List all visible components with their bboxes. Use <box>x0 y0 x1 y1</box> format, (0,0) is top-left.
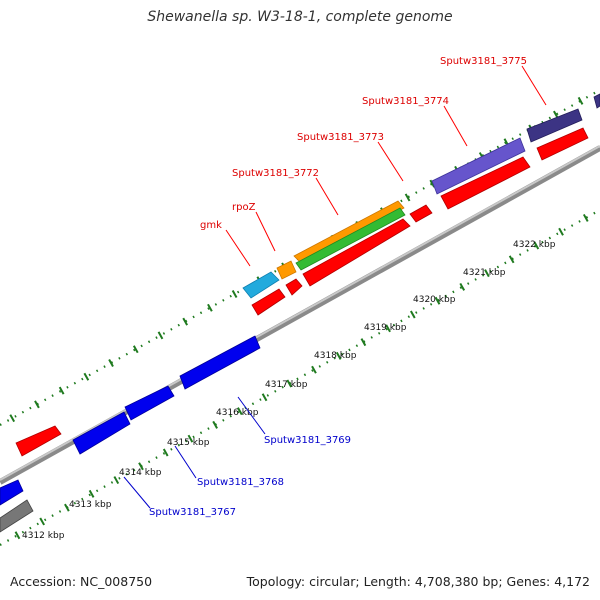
gene-label-rpoz[interactable]: rpoZ <box>232 202 256 213</box>
gene-labels: gmk rpoZ Sputw3181_3772 Sputw3181_3773 S… <box>149 56 527 518</box>
scale-tick <box>409 310 416 319</box>
scale-tick <box>108 359 114 367</box>
feature-cds[interactable] <box>536 127 589 161</box>
feature-gene[interactable] <box>179 335 261 390</box>
scale-tick <box>207 303 213 312</box>
scale-tick <box>237 407 243 416</box>
feature-region[interactable] <box>526 108 583 143</box>
scale-tick <box>39 517 45 526</box>
scale-tick <box>577 96 584 105</box>
scale-label: 4318 kbp <box>314 351 357 361</box>
feature-misc[interactable] <box>295 207 406 271</box>
scale-tick <box>157 331 164 340</box>
scale-tick <box>508 255 515 264</box>
scale-labels: 4312 kbp 4313 kbp 4314 kbp 4315 kbp 4316… <box>22 240 556 541</box>
feature-cds[interactable] <box>302 218 411 287</box>
gene-label-3773[interactable]: Sputw3181_3773 <box>297 132 384 143</box>
scale-tick <box>162 448 169 457</box>
gene-label-3769[interactable]: Sputw3181_3769 <box>264 435 351 446</box>
scale-tick <box>261 393 268 402</box>
scale-tick <box>434 296 441 305</box>
feature-cds[interactable] <box>440 156 531 210</box>
gene-label-3774[interactable]: Sputw3181_3774 <box>362 96 449 107</box>
scale-label: 4316 kbp <box>216 408 259 418</box>
scale-tick <box>9 414 16 423</box>
feature-rrna[interactable] <box>242 271 280 299</box>
scale-tick <box>484 269 490 278</box>
scale-tick <box>286 379 293 388</box>
feature-cds[interactable] <box>15 425 62 457</box>
gene-label-3767[interactable]: Sputw3181_3767 <box>149 507 236 518</box>
scale-tick <box>34 400 40 409</box>
genome-summary-text: Topology: circular; Length: 4,708,380 bp… <box>246 574 590 589</box>
gene-label-gmk[interactable]: gmk <box>200 220 222 231</box>
scale-tick <box>187 434 194 443</box>
feature-pseudo[interactable] <box>0 499 34 533</box>
scale-tick <box>582 213 589 222</box>
scale-tick <box>113 476 120 485</box>
gene-label-3775[interactable]: Sputw3181_3775 <box>440 56 527 67</box>
scale-label: 4312 kbp <box>22 531 65 541</box>
scale-tick <box>132 345 139 354</box>
feature-cds[interactable] <box>409 204 433 223</box>
scale-tick <box>404 193 411 202</box>
feature-region[interactable] <box>593 93 600 109</box>
feature-gene[interactable] <box>124 385 175 421</box>
feature-gene[interactable] <box>72 411 131 455</box>
reverse-features <box>0 335 261 533</box>
map-title: Shewanella sp. W3-18-1, complete genome <box>147 9 453 25</box>
scale-label: 4317 kbp <box>265 380 308 390</box>
scale-tick <box>231 290 238 298</box>
scale-tick <box>335 351 342 360</box>
scale-label: 4319 kbp <box>364 323 407 333</box>
callout-lines <box>123 65 547 509</box>
scale-tick <box>360 338 367 347</box>
gene-label-3772[interactable]: Sputw3181_3772 <box>232 168 319 179</box>
scale-label: 4320 kbp <box>413 295 456 305</box>
scale-tick <box>138 462 144 471</box>
scale-tick <box>88 489 95 498</box>
feature-region[interactable] <box>431 137 526 195</box>
feature-gene[interactable] <box>0 479 24 506</box>
scale-tick <box>558 227 564 236</box>
genome-backbone-highlight <box>0 145 600 481</box>
scale-tick <box>533 241 540 250</box>
feature-cds[interactable] <box>251 288 286 316</box>
gene-label-3768[interactable]: Sputw3181_3768 <box>197 477 284 488</box>
scale-tick <box>58 386 65 395</box>
forward-features <box>15 93 600 457</box>
scale-tick <box>385 324 391 333</box>
scale-tick <box>212 420 218 429</box>
feature-trna[interactable] <box>276 260 297 280</box>
scale-label: 4322 kbp <box>513 240 556 250</box>
scale-tick <box>14 531 21 540</box>
scale-label: 4314 kbp <box>119 468 162 478</box>
scale-tick <box>459 282 466 291</box>
upper-tick-marks <box>9 96 584 423</box>
scale-label: 4313 kbp <box>69 500 112 510</box>
scale-label: 4315 kbp <box>167 438 210 448</box>
scale-tick <box>311 365 317 374</box>
scale-label: 4321 kbp <box>463 268 506 278</box>
scale-tick <box>64 503 70 512</box>
accession-text: Accession: NC_008750 <box>10 574 153 589</box>
scale-tick <box>83 372 90 381</box>
feature-cds[interactable] <box>285 278 303 296</box>
scale-tick <box>182 317 189 326</box>
lower-tick-marks <box>14 213 589 540</box>
feature-trna-long[interactable] <box>293 200 405 263</box>
